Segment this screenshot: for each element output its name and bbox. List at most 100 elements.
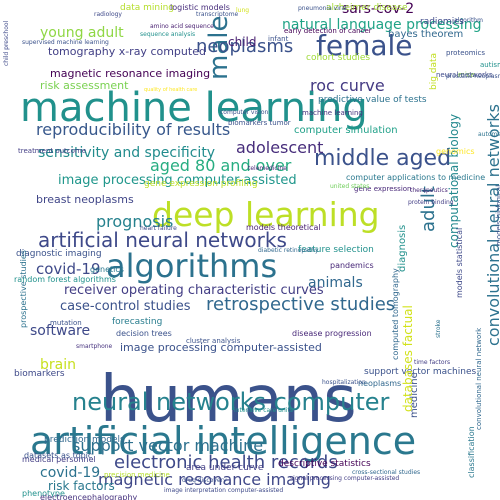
word-datasets-as-topic: datasets as topic — [24, 451, 93, 460]
word-treatment-outcome: treatment outcome — [18, 147, 87, 155]
word-artificial-neural-networks: artificial neural networks — [38, 228, 287, 252]
word-natural-language-processing: natural language processing — [282, 17, 482, 33]
word-proteomics: proteomics — [446, 49, 486, 57]
word-prediction-models: prediction models — [44, 435, 125, 445]
word-medical-personnel: medical personnel — [22, 455, 96, 464]
word-neural-networks-computer: neural networks computer — [72, 388, 390, 416]
word-random-forest-algorithms: random forest algorithms — [14, 275, 116, 284]
word-machine-learning: machine learning — [20, 85, 368, 131]
word-covid-19: covid-19 — [36, 260, 101, 278]
word-retrospective-studies: retrospective studies — [206, 294, 396, 315]
word-young-adult: young adult — [40, 25, 124, 41]
word-adolescent: adolescent — [236, 138, 324, 157]
word-deep-learning: deep learning — [152, 195, 380, 234]
word-pandemics: pandemics — [330, 261, 374, 270]
word-image-processing-computer-assisted: image processing computer-assisted — [58, 173, 297, 188]
word-telemedicine: telemedicine — [248, 165, 287, 172]
word-protein-binding: protein binding — [408, 199, 454, 206]
word-biomarkers-tumor: biomarkers tumor — [228, 119, 291, 127]
word-magnetic-resonance-imaging: magnetic resonance imaging — [50, 67, 211, 80]
word-signal-processing-computer-assisted: signal processing computer-assisted — [290, 475, 400, 482]
word-genetics: genetics — [90, 265, 124, 274]
word-computer-vision: computer vision — [220, 109, 269, 116]
word-child: child — [228, 35, 257, 49]
word-sars-cov-2: sars-cov-2 — [342, 1, 415, 17]
word-reproducibility-of-results: reproducibility of results — [36, 120, 231, 139]
word-decision-trees: decision trees — [116, 329, 172, 338]
word-gene-expression: gene expression — [354, 185, 412, 193]
word-precision-medicine: precision medicine — [104, 471, 170, 479]
word-biomarkers: biomarkers — [14, 369, 65, 379]
word-convolutional-neural-network: convolutional neural network — [475, 327, 483, 430]
word-smartphone: smartphone — [76, 343, 113, 350]
word-diagnosis: diagnosis — [397, 224, 408, 272]
word-middle-aged: middle aged — [314, 146, 452, 171]
word-image-processing-computer-assisted: image processing computer-assisted — [120, 341, 322, 354]
word-diabetic-retinopathy: diabetic retinopathy — [258, 247, 319, 254]
word-time-factors: time factors — [414, 359, 451, 366]
word-diagnostic-imaging: diagnostic imaging — [16, 249, 102, 259]
word-heart-failure: heart failure — [140, 225, 177, 232]
word-humans: humans — [100, 363, 357, 437]
word-models-biological: models biological — [495, 184, 500, 246]
word-cohort-studies: cohort studies — [306, 53, 371, 63]
word-transcriptome: transcriptome — [196, 11, 239, 18]
word-child-preschool: child preschool — [3, 20, 10, 66]
word-risk-factors: risk factors — [48, 479, 115, 493]
word-breast-neoplasms: breast neoplasms — [36, 193, 134, 206]
word-mutation: mutation — [50, 319, 82, 327]
word-aged-80-and-over: aged 80 and over — [150, 156, 292, 175]
word-prognosis: prognosis — [96, 212, 174, 231]
word-therapeutics: therapeutics — [410, 187, 448, 194]
word-cross-sectional-studies: cross-sectional studies — [352, 469, 421, 476]
word-area-under-curve: area under curve — [186, 463, 264, 473]
word-quality-of-health-care: quality of health care — [144, 87, 198, 93]
word-algorithm: algorithm — [454, 17, 483, 24]
word-autism: autism — [480, 61, 500, 69]
word-neoplasms: neoplasms — [358, 379, 402, 388]
word-image-interpretation-computer-assisted: image interpretation computer-assisted — [164, 487, 284, 494]
word-early-detection-of-cancer: early detection of cancer — [284, 27, 372, 35]
word-drug-discovery: drug discovery — [182, 477, 227, 484]
word-support-vector-machines: support vector machines — [364, 367, 477, 377]
word-artificial-intelligence: artificial intelligence — [30, 419, 417, 463]
word-sequence-analysis: sequence analysis — [140, 31, 196, 38]
word-databases-factual: databases factual — [401, 305, 415, 412]
word-covid-19: covid-19 — [40, 465, 101, 481]
word-predictive-value-of-tests: predictive value of tests — [318, 95, 427, 105]
word-risk-assessment: risk assessment — [40, 79, 129, 92]
word-lung: lung — [236, 7, 250, 14]
word-radiology: radiology — [94, 11, 122, 18]
word-electronic-health-records: electronic health records — [114, 452, 338, 473]
word-feature-selection: feature selection — [298, 245, 374, 255]
word-brain: brain — [40, 357, 76, 373]
word-electroencephalography: electroencephalography — [40, 493, 138, 500]
word-disease-progression: disease progression — [292, 329, 372, 338]
word-receiver-operating-characteristic-curves: receiver operating characteristic curves — [64, 283, 324, 298]
word-prospective-studies: prospective studies — [19, 250, 28, 328]
word-pneumonia-viral: pneumonia viral — [298, 5, 347, 12]
word-prostatic-neoplasms: prostatic neoplasms — [446, 73, 500, 80]
word-roc-curve: roc curve — [310, 76, 385, 95]
word-computer-simulation: computer simulation — [294, 125, 398, 136]
word-united-states: united states — [330, 183, 370, 190]
word-case-control-studies: case-control studies — [60, 299, 191, 314]
word-logistic-models: logistic models — [170, 3, 230, 12]
word-software: software — [30, 323, 91, 339]
word-forecasting: forecasting — [112, 317, 163, 327]
word-phenotype: phenotype — [22, 489, 65, 498]
word-infant: infant — [268, 35, 289, 43]
word-magnetic-resonance-imaging: magnetic resonance imaging — [98, 470, 331, 489]
word-sensitivity-and-specificity: sensitivity and specificity — [38, 145, 216, 161]
word-cluster-analysis: cluster analysis — [186, 337, 241, 345]
word-stroke: stroke — [435, 319, 442, 338]
word-machine-learning: machine learning — [302, 109, 363, 117]
word-radiomics: radiomics — [420, 17, 464, 27]
word-models-statistical: models statistical — [455, 227, 464, 298]
word-computer-applications-to-medicine: computer applications to medicine — [346, 173, 486, 182]
word-genomics: genomics — [436, 147, 475, 156]
word-neoplasms: neoplasms — [196, 36, 294, 57]
word-algorithms: algorithms — [106, 247, 278, 285]
word-neural-networks: neural networks — [436, 71, 493, 79]
